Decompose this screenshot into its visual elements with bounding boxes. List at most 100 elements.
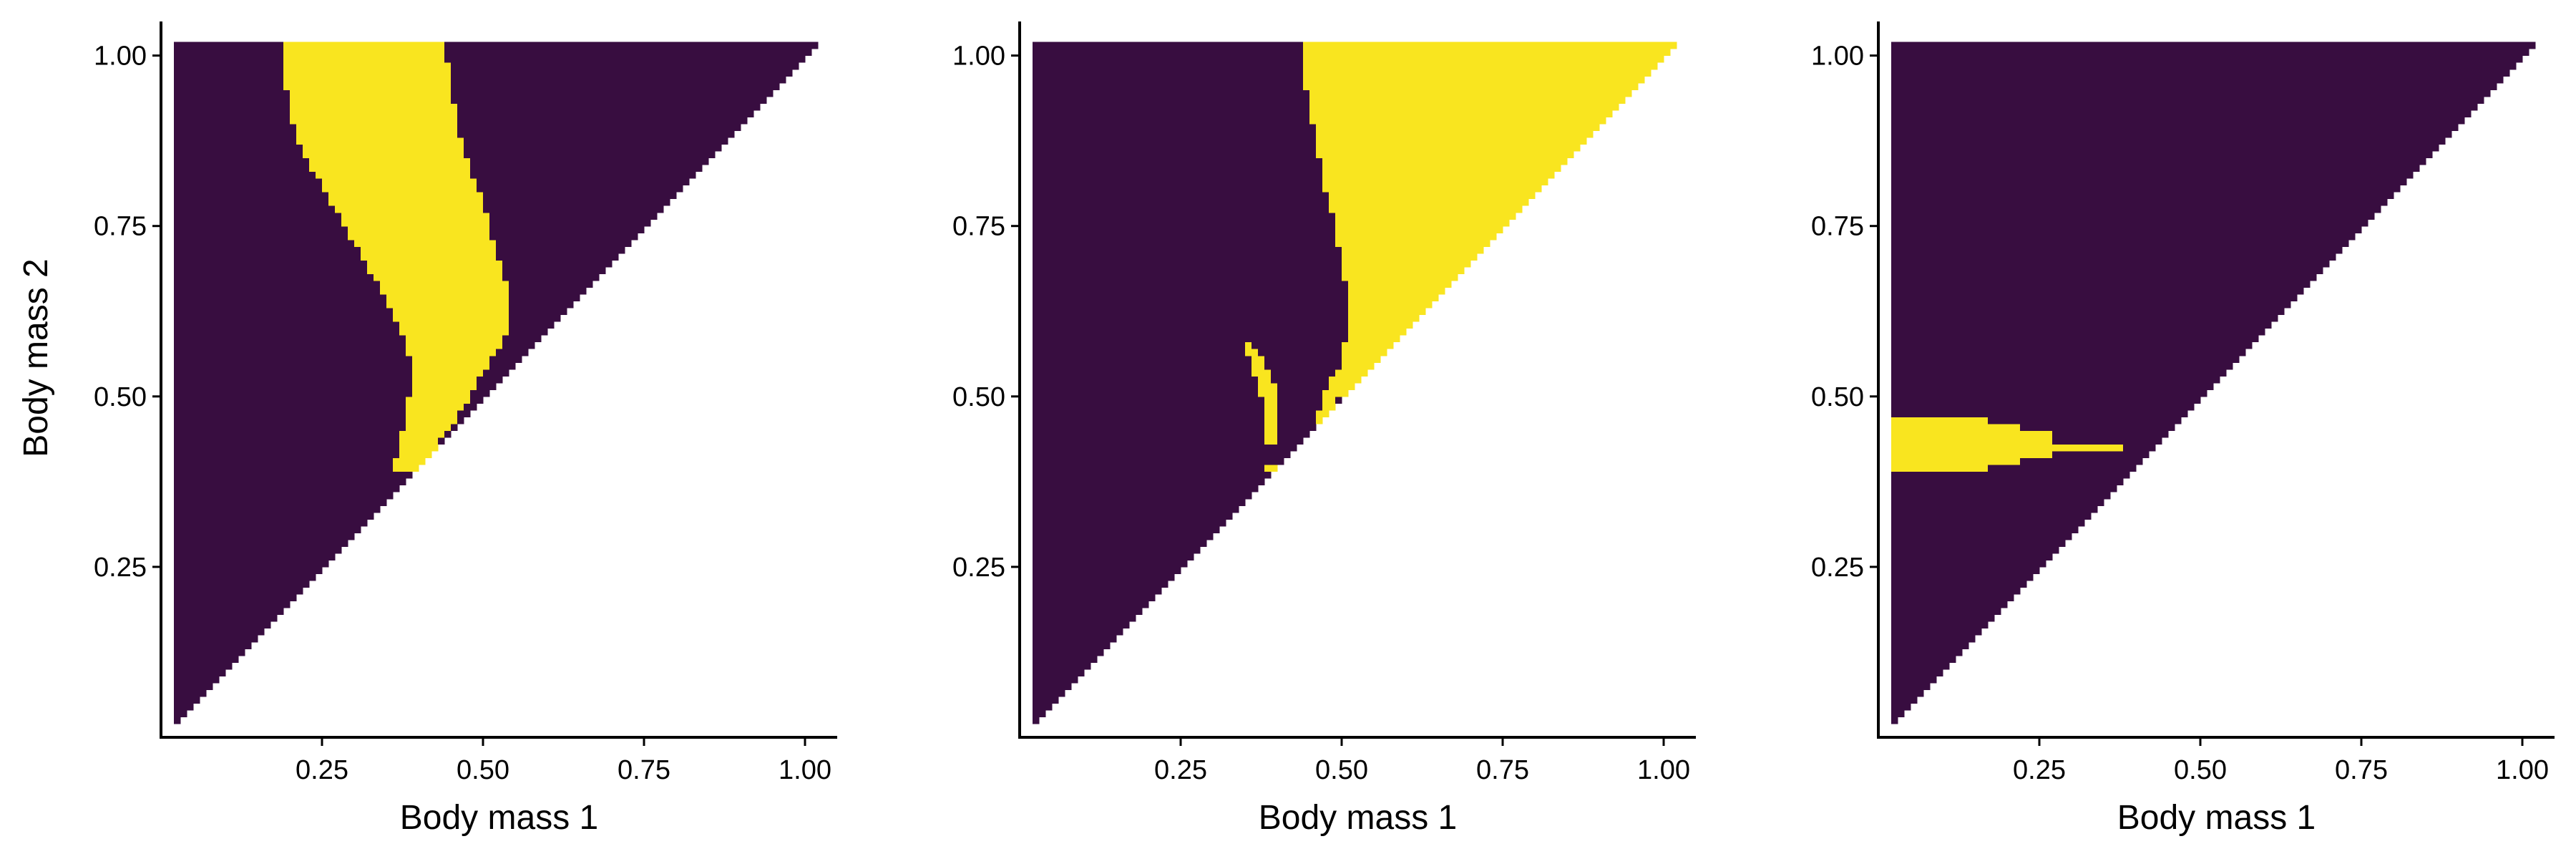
heatmap-cell-low: [1891, 669, 1943, 676]
heatmap-cell-low: [1033, 137, 1317, 145]
heatmap-cell-low: [509, 301, 574, 309]
heatmap-cell-low: [1033, 239, 1336, 247]
heatmap-cell-high: [1309, 103, 1619, 111]
heatmap-cell-high: [1335, 233, 1497, 241]
heatmap-cell-low: [1033, 382, 1259, 390]
heatmap-cell-high: [393, 308, 509, 316]
heatmap-cell-low: [174, 253, 361, 261]
heatmap-cell-high: [1303, 55, 1664, 63]
heatmap-cell-low: [174, 355, 413, 363]
heatmap-cell-low: [1891, 76, 2504, 84]
heatmap-cell-low: [1033, 471, 1272, 479]
heatmap-cell-high: [1264, 409, 1278, 417]
heatmap-cell-high: [1322, 403, 1336, 411]
heatmap-cell-low: [509, 321, 555, 329]
heatmap-cell-low: [489, 212, 658, 220]
heatmap-cell-low: [1891, 212, 2375, 220]
heatmap-cell-low: [1891, 157, 2426, 165]
heatmap-cell-low: [1891, 492, 2111, 500]
heatmap-cell-low: [1891, 171, 2414, 179]
heatmap-cell-low: [1033, 178, 1323, 186]
heatmap-cell-low: [2052, 437, 2162, 445]
heatmap-cell-low: [174, 560, 329, 568]
heatmap-cell-low: [1033, 709, 1046, 718]
heatmap-cell-low: [1891, 287, 2304, 295]
heatmap-cell-low: [1033, 614, 1136, 622]
heatmap-cell-high: [283, 69, 452, 77]
heatmap-cell-high: [1348, 335, 1400, 343]
heatmap-cell-high: [1342, 349, 1387, 356]
heatmap-cell-high: [399, 437, 439, 445]
heatmap-cell-low: [174, 512, 374, 520]
heatmap-cell-low: [174, 69, 284, 77]
heatmap-cell-low: [1033, 225, 1336, 233]
heatmap-cell-low: [174, 212, 342, 220]
heatmap-cell-low: [174, 89, 291, 97]
heatmap-cell-low: [444, 430, 452, 438]
heatmap-cell-low: [174, 76, 284, 84]
heatmap-cell-low: [1891, 349, 2246, 356]
heatmap-cell-low: [174, 144, 303, 152]
heatmap-cell-low: [174, 157, 310, 165]
heatmap-cell-low: [1891, 55, 2523, 63]
heatmap-cell-low: [174, 389, 413, 397]
heatmap-cell-low: [457, 110, 754, 117]
heatmap-cell-low: [1891, 709, 1905, 718]
heatmap-cell-low: [483, 198, 670, 206]
heatmap-cell-high: [393, 314, 509, 322]
heatmap-cell-low: [174, 382, 413, 390]
heatmap-cell-low: [174, 546, 342, 554]
heatmap-cell-low: [451, 69, 793, 77]
heatmap-cell-low: [1033, 608, 1143, 616]
heatmap-cell-low: [1033, 498, 1246, 506]
heatmap-cell-high: [1264, 423, 1278, 432]
heatmap-cell-high: [303, 144, 464, 152]
heatmap-cell-high: [1348, 287, 1445, 295]
heatmap-cell-low: [483, 369, 509, 377]
heatmap-cell-low: [174, 273, 374, 281]
heatmap-cell-low: [174, 225, 348, 233]
heatmap-cell-high: [406, 335, 503, 343]
heatmap-cell-high: [296, 137, 464, 145]
heatmap-cell-low: [1033, 205, 1330, 213]
heatmap-cell-low: [1033, 621, 1130, 629]
heatmap-cell-low: [1033, 369, 1252, 377]
heatmap-cell-low: [174, 287, 381, 295]
heatmap-cell-low: [1891, 601, 2008, 608]
heatmap-cell-high: [290, 117, 458, 125]
heatmap-cell-high: [1309, 89, 1632, 97]
panel-1: 0.25 0.50 0.75 1.00 0.25 0.50 0.75 1.00 Body mas…: [17, 21, 837, 837]
heatmap-cell-low: [174, 628, 265, 636]
heatmap-cell-low: [1033, 601, 1149, 608]
heatmap-cell-low: [174, 103, 291, 111]
heatmap-cell-low: [174, 293, 387, 302]
heatmap-cell-low: [1033, 676, 1078, 684]
heatmap-cell-high: [412, 376, 477, 384]
heatmap-cell-low: [1891, 130, 2452, 138]
heatmap-cell-low: [1033, 335, 1349, 343]
heatmap-cell-low: [489, 355, 522, 363]
y-tick-label: 0.25: [94, 553, 147, 583]
heatmap-cell-high: [1348, 314, 1420, 322]
heatmap-cell-low: [1033, 253, 1342, 261]
heatmap-cell-high: [1342, 246, 1484, 254]
heatmap-cell-low: [174, 123, 297, 131]
heatmap-cell-high: [412, 369, 484, 377]
heatmap-cell-low: [489, 225, 645, 233]
heatmap-cell-low: [1891, 409, 2188, 417]
heatmap-cell-high: [1322, 396, 1336, 404]
heatmap-cell-low: [1891, 144, 2439, 152]
x-tick-label: 0.25: [1154, 755, 1207, 785]
heatmap-cell-high: [1252, 362, 1265, 370]
heatmap-cell-low: [1271, 369, 1336, 377]
heatmap-cell-high: [341, 212, 490, 220]
heatmap-cell-high: [1329, 192, 1536, 200]
heatmap-cell-high: [399, 430, 445, 438]
heatmap-cell-high: [1335, 212, 1516, 220]
heatmap-cell-low: [1033, 587, 1162, 595]
heatmap-cell-low: [1033, 165, 1323, 173]
heatmap-cell-high: [1322, 171, 1555, 179]
heatmap-cell-low: [1891, 519, 2085, 527]
heatmap-cell-high: [1335, 239, 1491, 247]
